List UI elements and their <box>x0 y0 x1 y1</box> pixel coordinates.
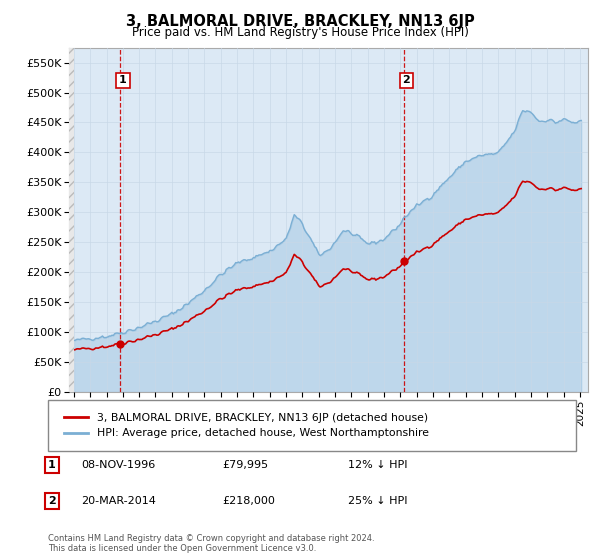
Bar <box>69 48 74 392</box>
Text: £79,995: £79,995 <box>222 460 268 470</box>
Text: 2: 2 <box>403 75 410 85</box>
Text: 12% ↓ HPI: 12% ↓ HPI <box>348 460 407 470</box>
Text: Price paid vs. HM Land Registry's House Price Index (HPI): Price paid vs. HM Land Registry's House … <box>131 26 469 39</box>
Text: £218,000: £218,000 <box>222 496 275 506</box>
Text: 1: 1 <box>48 460 56 470</box>
Text: 20-MAR-2014: 20-MAR-2014 <box>81 496 156 506</box>
Text: Contains HM Land Registry data © Crown copyright and database right 2024.
This d: Contains HM Land Registry data © Crown c… <box>48 534 374 553</box>
Legend: 3, BALMORAL DRIVE, BRACKLEY, NN13 6JP (detached house), HPI: Average price, deta: 3, BALMORAL DRIVE, BRACKLEY, NN13 6JP (d… <box>59 408 434 444</box>
Text: 25% ↓ HPI: 25% ↓ HPI <box>348 496 407 506</box>
FancyBboxPatch shape <box>48 400 576 451</box>
Text: 08-NOV-1996: 08-NOV-1996 <box>81 460 155 470</box>
Text: 1: 1 <box>119 75 127 85</box>
Text: 2: 2 <box>48 496 56 506</box>
Text: 3, BALMORAL DRIVE, BRACKLEY, NN13 6JP: 3, BALMORAL DRIVE, BRACKLEY, NN13 6JP <box>125 14 475 29</box>
